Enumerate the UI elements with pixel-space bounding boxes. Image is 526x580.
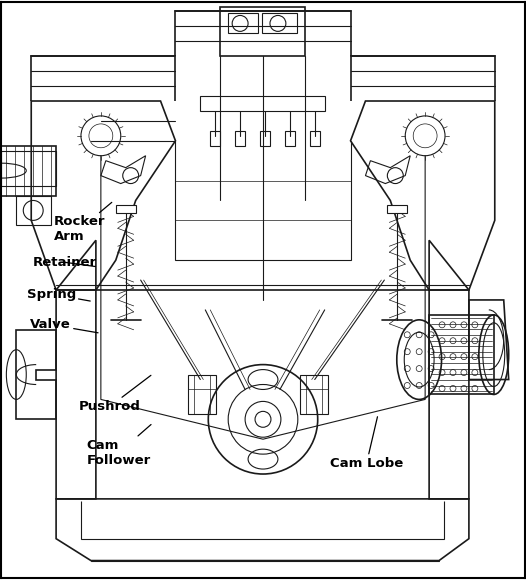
Bar	[387, 205, 407, 213]
Bar	[262, 13, 297, 34]
Circle shape	[255, 411, 271, 427]
Bar	[188, 375, 216, 414]
Bar	[429, 315, 494, 394]
Bar	[260, 131, 270, 146]
Bar	[220, 6, 305, 56]
Bar	[16, 195, 51, 226]
Bar	[285, 131, 295, 146]
Text: Cam Lobe: Cam Lobe	[330, 417, 403, 470]
Text: Retainer: Retainer	[33, 256, 97, 269]
Text: Valve: Valve	[30, 318, 98, 333]
Bar	[200, 96, 325, 111]
Bar	[210, 131, 220, 146]
Bar	[116, 205, 136, 213]
Bar	[228, 13, 258, 34]
Text: Spring: Spring	[26, 288, 90, 301]
Text: Pushrod: Pushrod	[79, 375, 151, 413]
Text: Rocker
Arm: Rocker Arm	[54, 202, 112, 244]
Bar	[235, 131, 245, 146]
Bar	[2, 151, 56, 186]
Circle shape	[123, 168, 139, 183]
Text: Cam
Follower: Cam Follower	[87, 425, 151, 467]
Bar	[300, 375, 328, 414]
Bar	[310, 131, 320, 146]
Circle shape	[387, 168, 403, 183]
